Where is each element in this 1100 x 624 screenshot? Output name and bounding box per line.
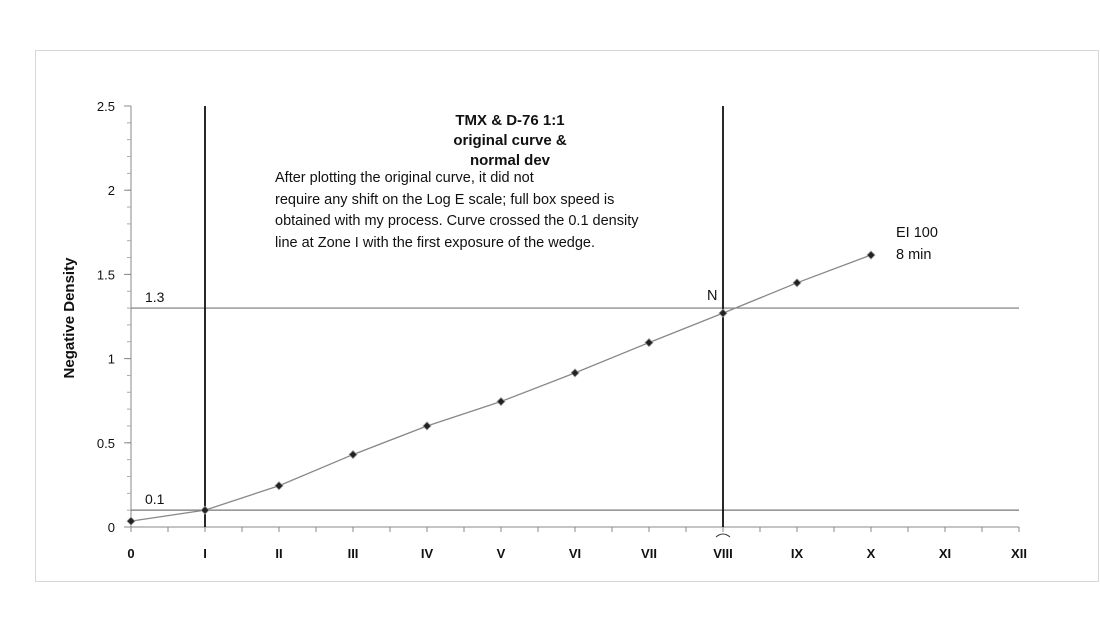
x-tick-label: V <box>497 546 506 561</box>
data-point-zone-VII <box>644 338 654 348</box>
x-tick-label: VIII <box>713 546 733 561</box>
data-point-zone-V <box>496 396 506 407</box>
x-tick-label: I <box>203 546 207 561</box>
y-tick-label: 0.5 <box>97 436 115 451</box>
data-point-zone-IV <box>422 421 432 431</box>
x-tick-label: VI <box>569 546 581 561</box>
x-tick-label: IX <box>791 546 804 561</box>
data-point-zone-0 <box>126 516 136 526</box>
series-label-line-2: 8 min <box>896 247 931 263</box>
title-line-1: TMX & D-76 1:1 <box>455 112 564 129</box>
note-line-3: obtained with my process. Curve crossed … <box>275 213 639 229</box>
x-tick-label: XII <box>1011 546 1027 561</box>
title-line-3: normal dev <box>470 152 551 169</box>
y-axis-label: Negative Density <box>61 257 78 379</box>
data-point-zone-III <box>348 450 358 460</box>
y-tick-label: 2 <box>108 183 115 198</box>
x-tick-label: XI <box>939 546 951 561</box>
annotation-note: After plotting the original curve, it di… <box>275 170 639 251</box>
chart-title: TMX & D-76 1:1 original curve & normal d… <box>453 112 567 169</box>
note-line-4: line at Zone I with the first exposure o… <box>275 235 595 251</box>
data-point-zone-IX <box>792 278 802 288</box>
reference-label-0.1: 0.1 <box>145 491 165 507</box>
y-tick-label: 0 <box>108 520 115 535</box>
note-line-2: require any shift on the Log E scale; fu… <box>275 192 614 208</box>
y-tick-label: 2.5 <box>97 99 115 114</box>
series-label-line-1: EI 100 <box>896 225 938 241</box>
x-tick-label: X <box>867 546 876 561</box>
reference-label-1.3: 1.3 <box>145 289 165 305</box>
data-point-zone-VIII <box>718 308 728 318</box>
x-tick-label: 0 <box>127 546 134 561</box>
y-tick-label: 1.5 <box>97 267 115 282</box>
normal-marker-label: N <box>707 288 717 304</box>
title-line-2: original curve & <box>453 132 567 149</box>
x-tick-label: II <box>275 546 282 561</box>
x-tick-label: III <box>348 546 359 561</box>
x-tick-label: VII <box>641 546 657 561</box>
data-point-zone-X <box>866 250 876 260</box>
data-point-zone-II <box>274 481 284 491</box>
note-line-1: After plotting the original curve, it di… <box>275 170 534 186</box>
y-tick-label: 1 <box>108 352 115 367</box>
chart-frame <box>35 50 1099 582</box>
zone-viii-arc <box>715 533 731 538</box>
data-point-zone-VI <box>570 368 580 378</box>
x-tick-label: IV <box>421 546 434 561</box>
series-line <box>130 254 872 522</box>
data-point-zone-I <box>200 505 210 515</box>
